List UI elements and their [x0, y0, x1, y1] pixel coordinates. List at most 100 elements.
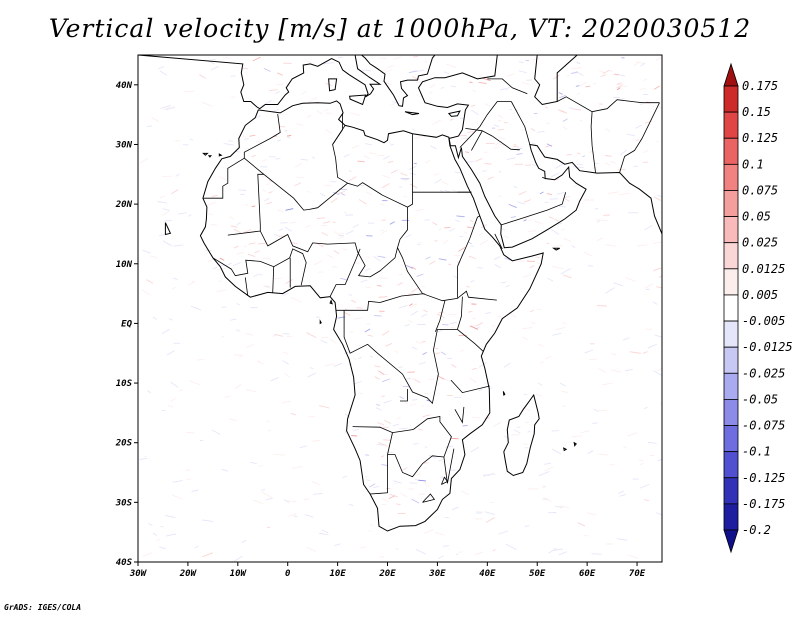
country-border [454, 406, 465, 424]
colorbar-level-label: 0.05 [742, 210, 771, 224]
y-tick-label: 30N [115, 140, 133, 150]
velocity-streak [249, 56, 660, 499]
country-border [387, 432, 393, 455]
colorbar-swatch [723, 137, 739, 165]
colorbar-swatch [723, 111, 739, 139]
y-tick-label: 20N [115, 200, 133, 210]
y-tick-label: EQ [121, 319, 132, 329]
country-border [332, 112, 343, 145]
coastline [404, 111, 420, 116]
coastline [199, 55, 662, 532]
map-title: Vertical velocity [m/s] at 1000hPa, VT: … [48, 14, 752, 43]
velocity-streak [146, 55, 662, 558]
country-border [457, 296, 463, 330]
country-border [510, 101, 531, 145]
colorbar-level-label: -0.0125 [742, 340, 793, 354]
country-border [329, 248, 361, 297]
country-border [500, 192, 567, 226]
colorbar-level-label: -0.005 [742, 314, 785, 328]
country-border [422, 493, 436, 503]
coastline [502, 391, 506, 396]
coastline [573, 441, 577, 447]
colorbar-level-label: 0.1 [742, 157, 764, 171]
x-tick-label: 60E [579, 569, 596, 579]
country-border [227, 230, 398, 278]
country-border [487, 78, 528, 95]
coastline [328, 78, 338, 92]
country-border [494, 233, 503, 250]
velocity-streak [139, 56, 662, 559]
colorbar-level-label: 0.125 [742, 131, 778, 145]
x-tick-label: 10E [329, 569, 346, 579]
colorbar-swatch [723, 372, 739, 400]
x-tick-label: 0 [285, 569, 291, 579]
colorbar-level-label: -0.125 [742, 471, 785, 485]
colorbar-swatch [723, 242, 739, 270]
colorbar-level-label: 0.075 [742, 183, 778, 197]
coastline [329, 299, 333, 305]
country-border [352, 416, 452, 484]
colorbar-swatch [723, 503, 739, 531]
country-border [450, 379, 490, 394]
colorbar-swatch [723, 163, 739, 191]
coastline [202, 152, 209, 156]
country-border [407, 133, 413, 208]
x-tick-label: 40E [479, 569, 496, 579]
colorbar-swatch [723, 425, 739, 453]
velocity-streak [285, 208, 430, 482]
country-border [202, 157, 245, 199]
x-tick-label: 20E [378, 569, 396, 579]
country-border [557, 96, 660, 113]
country-border [590, 111, 596, 174]
velocity-streak [219, 77, 621, 440]
colorbar-level-label: -0.025 [742, 366, 785, 380]
x-tick-label: 70E [629, 569, 646, 579]
country-border [272, 266, 275, 294]
y-tick-label: 40N [116, 81, 133, 91]
colorbar-swatch [723, 216, 739, 244]
country-border [441, 476, 448, 485]
velocity-streak [139, 56, 662, 562]
coastlines [138, 55, 662, 532]
coastline [218, 153, 223, 157]
colorbar-swatch [723, 451, 739, 479]
coastline [552, 247, 560, 251]
country-border [243, 114, 281, 159]
colorbar-swatch [723, 346, 739, 374]
colorbar-level-label: -0.075 [742, 419, 785, 433]
colorbar-swatch [723, 399, 739, 426]
colorbar-swatch [723, 85, 739, 113]
colorbar-swatch [723, 294, 739, 322]
colorbar-bottom-arrow [723, 529, 739, 554]
coastline [319, 319, 322, 325]
country-border [212, 248, 307, 286]
coastline [447, 110, 461, 117]
velocity-streak [337, 57, 625, 427]
country-border [447, 448, 455, 484]
coastline [207, 155, 212, 158]
colorbar-level-label: 0.175 [742, 79, 778, 93]
country-border [257, 173, 264, 231]
colorbar-level-label: 0.025 [742, 236, 778, 250]
y-tick-label: 10N [116, 260, 133, 270]
coastline [563, 447, 568, 452]
coastline [349, 94, 367, 106]
x-tick-label: 20W [179, 569, 198, 579]
colorbar-top-arrow [723, 62, 739, 87]
country-border [542, 176, 546, 179]
y-tick-label: 30S [115, 498, 133, 508]
country-border [343, 310, 439, 405]
country-border [619, 102, 660, 173]
country-border [435, 300, 446, 332]
y-tick-label: 40S [116, 558, 133, 568]
velocity-field [139, 55, 662, 562]
y-tick-label: 10S [116, 379, 133, 389]
country-border [471, 130, 483, 151]
x-tick-label: 10W [230, 569, 248, 579]
country-border [370, 454, 388, 495]
y-axis: 40S 30S 20S 10S EQ 10N 20N 30N 40N [115, 81, 138, 568]
country-border [244, 277, 249, 297]
velocity-streak [263, 59, 586, 504]
coastline [138, 55, 382, 110]
colorbar-level-label: 0.15 [742, 105, 771, 119]
